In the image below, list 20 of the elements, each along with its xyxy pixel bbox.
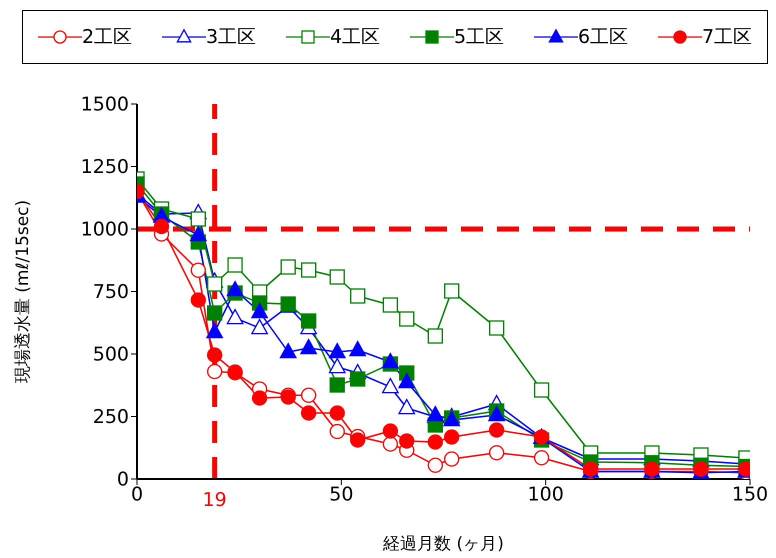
ref-line-label: 19 <box>202 489 227 511</box>
y-tick-label: 1000 <box>80 218 129 241</box>
legend-label: 3工区 <box>206 25 256 50</box>
y-tick-label: 1250 <box>80 156 129 178</box>
legend-label: 4工区 <box>330 25 380 50</box>
y-tick-label: 0 <box>116 468 129 491</box>
y-tick-label: 250 <box>92 406 129 428</box>
x-tick-label: 100 <box>528 483 564 506</box>
x-axis-title: 経過月数 (ヶ月) <box>382 534 504 554</box>
legend-label: 2工区 <box>82 25 132 50</box>
x-tick-label: 0 <box>130 483 144 506</box>
x-tick-label: 50 <box>329 483 354 506</box>
y-tick-label: 750 <box>92 281 129 304</box>
legend-label: 6工区 <box>578 25 628 50</box>
y-tick-label: 1500 <box>80 94 129 116</box>
legend-label: 5工区 <box>454 25 504 50</box>
legend-label: 7工区 <box>702 25 752 50</box>
x-tick-label: 150 <box>732 483 768 506</box>
y-axis-title: 現場透水量 (mℓ/15sec) <box>13 200 34 384</box>
y-tick-label: 500 <box>92 344 129 366</box>
